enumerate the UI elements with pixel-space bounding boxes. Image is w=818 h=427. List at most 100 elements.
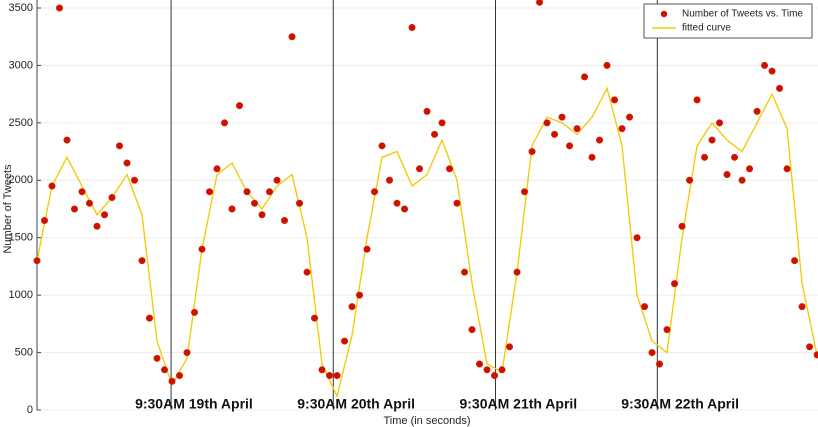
- data-point: [588, 153, 596, 161]
- data-point: [56, 4, 64, 12]
- y-tick-label: 3500: [9, 2, 33, 14]
- data-point: [783, 165, 791, 173]
- data-point: [393, 199, 401, 207]
- data-point: [63, 136, 71, 144]
- data-point: [266, 188, 274, 196]
- data-point: [198, 245, 206, 253]
- data-point: [71, 205, 79, 213]
- data-point: [761, 61, 769, 69]
- data-point: [438, 119, 446, 127]
- data-point: [228, 205, 236, 213]
- data-point: [543, 119, 551, 127]
- data-point: [573, 125, 581, 133]
- data-point: [453, 199, 461, 207]
- y-tick-label: 0: [27, 404, 33, 416]
- data-point: [191, 308, 199, 316]
- data-point: [206, 188, 214, 196]
- data-point: [183, 349, 191, 357]
- data-point: [491, 372, 499, 380]
- data-point: [776, 84, 784, 92]
- data-point: [708, 136, 716, 144]
- data-point: [348, 303, 356, 311]
- data-point: [566, 142, 574, 150]
- y-tick-label: 1500: [9, 232, 33, 244]
- data-point: [356, 291, 364, 299]
- data-point: [116, 142, 124, 150]
- data-point: [656, 360, 664, 368]
- data-point: [153, 354, 161, 362]
- data-point: [798, 303, 806, 311]
- data-point: [641, 303, 649, 311]
- data-point: [296, 199, 304, 207]
- data-point: [611, 96, 619, 104]
- data-point: [236, 102, 244, 110]
- data-point: [716, 119, 724, 127]
- y-tick-label: 3000: [9, 59, 33, 71]
- data-point: [161, 366, 169, 374]
- y-axis-label: Number of Tweets: [2, 164, 14, 254]
- data-point: [311, 314, 319, 322]
- data-point: [33, 257, 41, 265]
- data-point: [581, 73, 589, 81]
- data-point: [686, 176, 694, 184]
- data-point: [273, 176, 281, 184]
- legend-box: [643, 3, 813, 39]
- data-point: [476, 360, 484, 368]
- data-point: [333, 372, 341, 380]
- data-point: [498, 366, 506, 374]
- annotation: 9:30AM 19th April: [135, 396, 253, 412]
- data-point: [363, 245, 371, 253]
- data-point: [213, 165, 221, 173]
- data-point: [416, 165, 424, 173]
- data-point: [633, 234, 641, 242]
- legend: Number of Tweets vs. Time fitted curve: [643, 3, 813, 39]
- data-point: [791, 257, 799, 265]
- data-point: [431, 130, 439, 138]
- annotation: 9:30AM 21th April: [459, 396, 577, 412]
- legend-marker: [660, 10, 668, 18]
- data-point: [648, 349, 656, 357]
- data-point: [138, 257, 146, 265]
- data-point: [738, 176, 746, 184]
- legend-label: Number of Tweets vs. Time: [682, 9, 803, 20]
- data-point: [401, 205, 409, 213]
- data-point: [303, 268, 311, 276]
- data-point: [318, 366, 326, 374]
- data-point: [101, 211, 109, 219]
- data-point: [483, 366, 491, 374]
- data-point: [243, 188, 251, 196]
- data-point: [423, 107, 431, 115]
- x-axis-label: Time (in seconds): [383, 415, 470, 427]
- data-point: [596, 136, 604, 144]
- data-point: [551, 130, 559, 138]
- data-point: [131, 176, 139, 184]
- data-point: [168, 377, 176, 385]
- y-tick-label: 500: [15, 346, 33, 358]
- data-point: [746, 165, 754, 173]
- data-point: [558, 113, 566, 121]
- data-point: [123, 159, 131, 167]
- data-point: [536, 0, 544, 6]
- data-point: [251, 199, 259, 207]
- data-point: [701, 153, 709, 161]
- data-point: [371, 188, 379, 196]
- data-point: [626, 113, 634, 121]
- data-point: [618, 125, 626, 133]
- data-point: [723, 171, 731, 179]
- annotation: 9:30AM 20th April: [297, 396, 415, 412]
- data-point: [326, 372, 334, 380]
- y-tick-label: 1000: [9, 289, 33, 301]
- data-point: [813, 351, 818, 359]
- legend-label: fitted curve: [682, 23, 731, 34]
- plot-area: [37, 0, 818, 410]
- y-tick-label: 2000: [9, 174, 33, 186]
- data-point: [86, 199, 94, 207]
- data-point: [768, 67, 776, 75]
- data-point: [48, 182, 56, 190]
- data-point: [528, 148, 536, 156]
- data-point: [408, 24, 416, 32]
- data-point: [341, 337, 349, 345]
- data-point: [506, 343, 514, 351]
- annotation: 9:30AM 22th April: [621, 396, 739, 412]
